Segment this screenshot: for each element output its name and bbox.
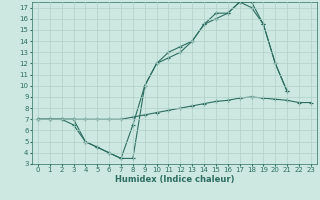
X-axis label: Humidex (Indice chaleur): Humidex (Indice chaleur) (115, 175, 234, 184)
